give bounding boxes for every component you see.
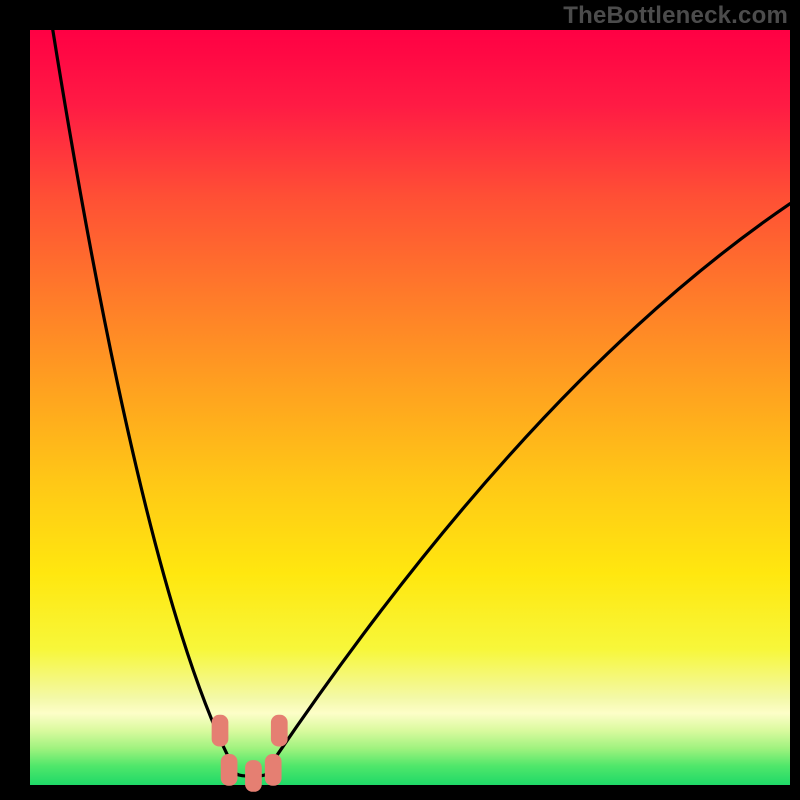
trough-marker [271,715,288,747]
bottleneck-curve-svg [30,30,790,785]
trough-marker [265,754,282,786]
trough-marker [245,760,262,792]
chart-frame [0,0,800,800]
watermark-text: TheBottleneck.com [563,2,788,30]
plot-area [30,30,790,785]
trough-markers-group [212,715,288,792]
bottleneck-v-curve [53,30,790,776]
trough-marker [221,754,238,786]
trough-marker [212,715,229,747]
